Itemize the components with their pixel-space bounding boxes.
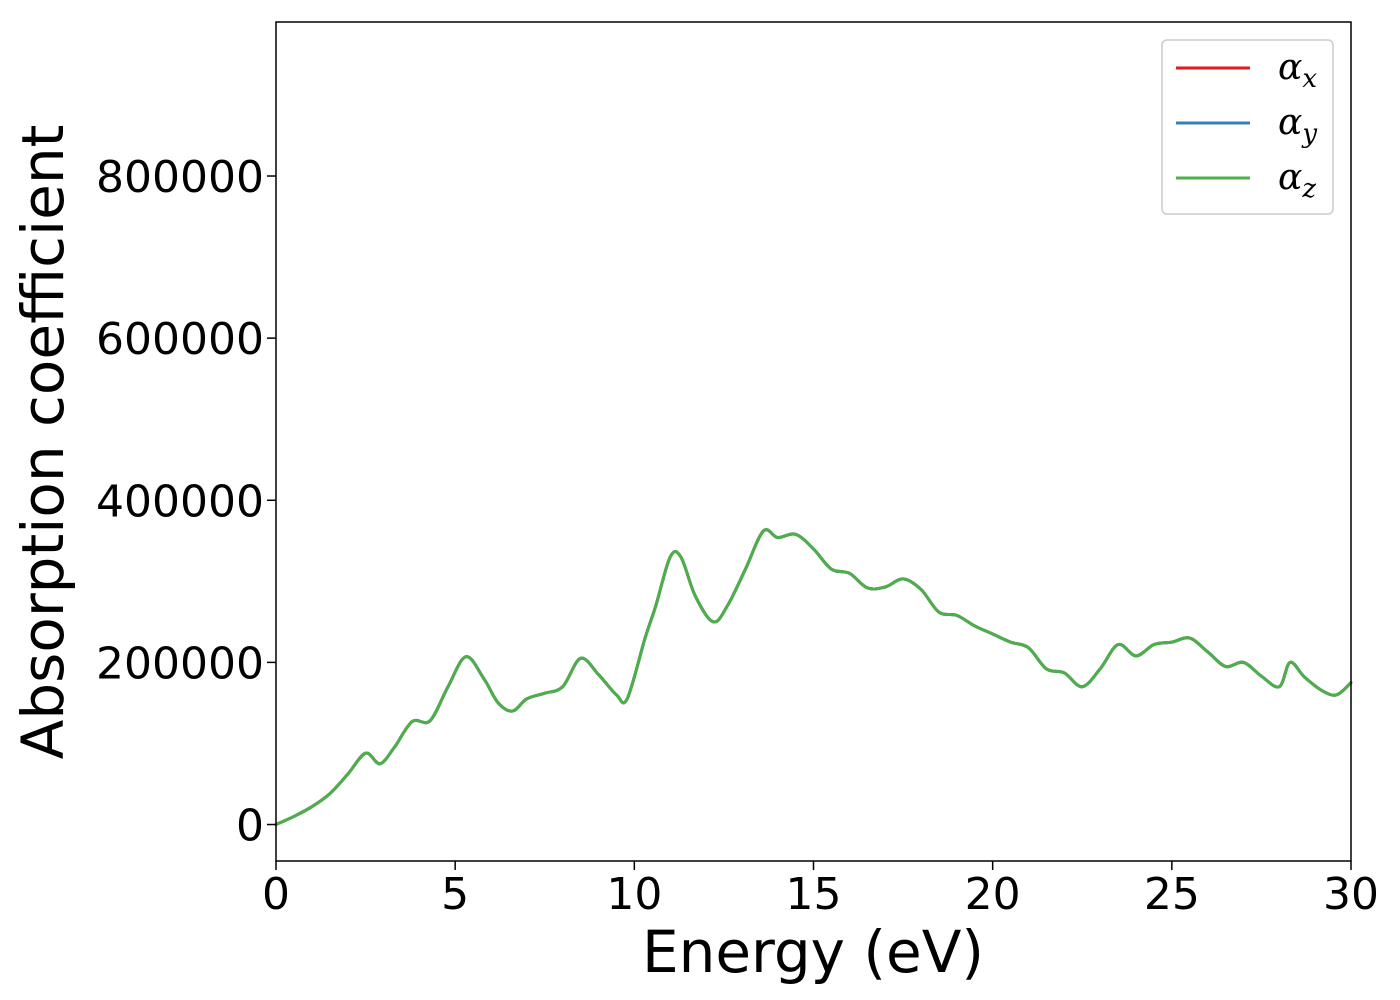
y-tick-label: 200000: [96, 638, 264, 689]
series-line-z: [274, 528, 1353, 827]
x-axis-title: Energy (eV): [642, 918, 984, 986]
legend-label-x: αx: [1278, 47, 1317, 94]
y-axis: 0 200000 400000 600000 800000: [96, 152, 276, 852]
legend-box: [1161, 39, 1334, 215]
y-tick-label: 800000: [96, 152, 264, 203]
legend-label-z: αz: [1278, 157, 1316, 204]
legend: αx αy αz: [1161, 39, 1334, 215]
series-layer: [274, 528, 1353, 827]
legend-label-y: αy: [1278, 102, 1317, 149]
x-tick-label: 30: [1323, 869, 1379, 920]
x-tick-label: 10: [606, 869, 662, 920]
x-tick-label: 0: [262, 869, 290, 920]
x-tick-label: 25: [1144, 869, 1200, 920]
x-tick-label: 5: [441, 869, 469, 920]
y-tick-label: 400000: [96, 476, 264, 527]
x-axis: 0 5 10 15 20 25 30: [262, 861, 1379, 920]
y-tick-label: 600000: [96, 314, 264, 365]
x-tick-label: 15: [786, 869, 842, 920]
x-tick-label: 20: [965, 869, 1021, 920]
y-tick-label: 0: [236, 801, 264, 852]
y-axis-title: Absorption coefficient: [9, 125, 77, 760]
